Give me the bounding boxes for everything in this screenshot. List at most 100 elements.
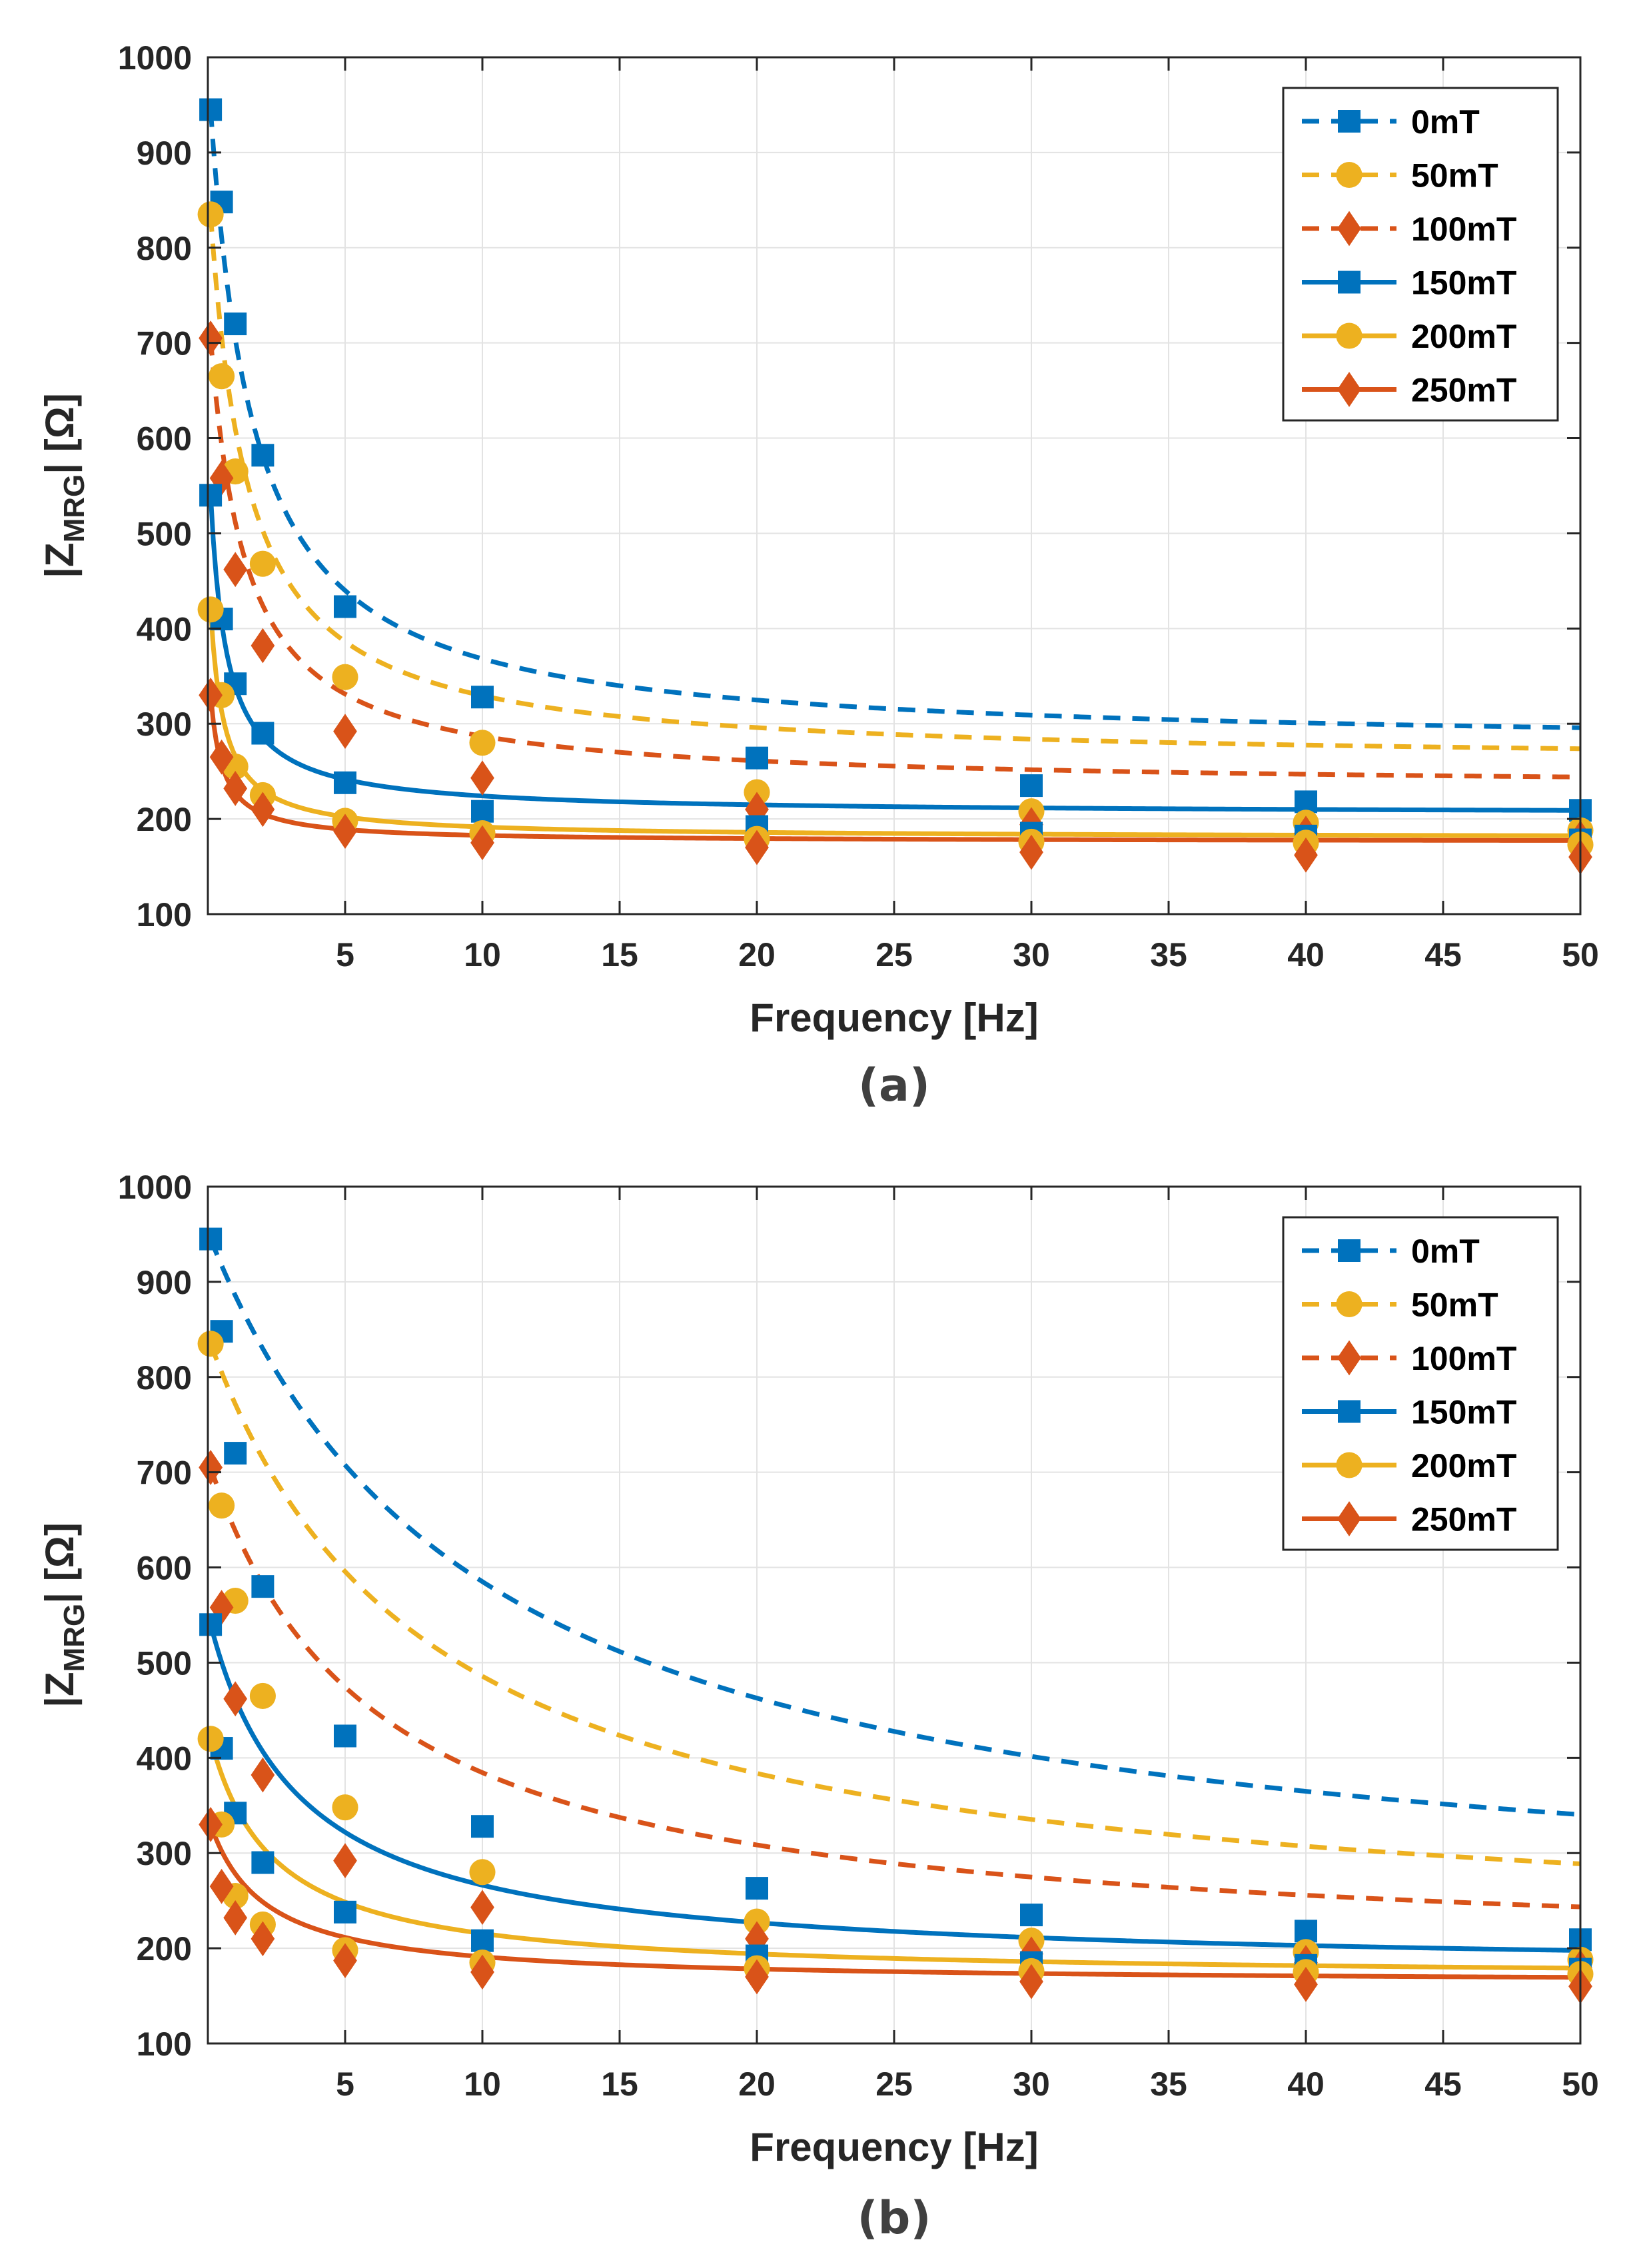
x-tick-label: 45: [1424, 2065, 1462, 2103]
data-point-50mT: [249, 1682, 276, 1710]
legend-marker-250mT: [1337, 372, 1361, 407]
data-point-200mT: [197, 596, 224, 623]
legend-entry-200mT: 200mT: [1411, 318, 1516, 355]
data-point-50mT: [249, 550, 276, 577]
legend-marker-200mT: [1336, 1452, 1363, 1478]
data-point-50mT: [332, 1794, 358, 1821]
y-axis-label-main: |Z: [37, 542, 83, 578]
data-point-150mT: [471, 1929, 494, 1952]
x-tick-label: 40: [1287, 936, 1325, 973]
data-point-0mT: [746, 746, 768, 770]
data-point-0mT: [471, 1815, 494, 1838]
legend-entry-150mT: 150mT: [1411, 1394, 1516, 1431]
x-tick-label: 45: [1424, 936, 1462, 973]
data-point-250mT: [1294, 838, 1318, 873]
data-point-250mT: [745, 830, 769, 865]
data-point-100mT: [199, 320, 223, 356]
x-tick-label: 40: [1287, 2065, 1325, 2103]
data-point-250mT: [333, 1943, 357, 1979]
data-point-0mT: [334, 1724, 356, 1748]
legend-entry-250mT: 250mT: [1411, 372, 1516, 409]
data-point-100mT: [199, 1450, 223, 1485]
data-point-250mT: [223, 1900, 248, 1936]
x-tick-label: 15: [601, 936, 638, 973]
data-point-100mT: [470, 1890, 494, 1926]
data-point-0mT: [1295, 790, 1317, 814]
legend-entry-0mT: 0mT: [1411, 103, 1480, 141]
y-tick-label: 700: [137, 325, 192, 362]
legend-marker-0mT: [1338, 1239, 1361, 1262]
x-axis-label: Frequency [Hz]: [750, 995, 1038, 1040]
panel-label: (b): [857, 2192, 931, 2245]
fit-line-50mT: [208, 1343, 1580, 1866]
data-point-100mT: [223, 1681, 248, 1717]
data-point-250mT: [1294, 1967, 1318, 2002]
y-axis-label-subscript: MRG: [58, 474, 91, 543]
data-point-0mT: [746, 1877, 768, 1900]
y-tick-label: 500: [137, 515, 192, 552]
data-point-100mT: [333, 1843, 357, 1879]
data-point-0mT: [334, 595, 356, 618]
y-tick-label: 200: [137, 1930, 192, 1968]
fit-line-100mT: [208, 1466, 1580, 1910]
y-tick-label: 300: [137, 1835, 192, 1872]
data-point-250mT: [223, 771, 248, 806]
y-tick-label: 300: [137, 706, 192, 743]
data-point-150mT: [251, 1851, 274, 1874]
data-point-50mT: [197, 201, 224, 228]
x-tick-label: 5: [336, 2065, 354, 2103]
y-tick-label: 400: [137, 1740, 192, 1777]
x-tick-label: 50: [1562, 936, 1599, 973]
legend-marker-50mT: [1336, 1291, 1363, 1318]
legend: 0mT 50mT 100mT 150mT 200mT 250mT: [1282, 87, 1559, 422]
x-tick-label: 35: [1150, 2065, 1187, 2103]
legend-entry-50mT: 50mT: [1411, 1287, 1498, 1324]
data-point-250mT: [1019, 834, 1043, 870]
y-tick-label: 200: [137, 801, 192, 838]
data-point-50mT: [209, 1492, 235, 1519]
x-tick-label: 5: [336, 936, 354, 973]
data-point-0mT: [471, 686, 494, 709]
fit-curves: [208, 1238, 1580, 1980]
data-point-150mT: [199, 1613, 223, 1636]
legend-marker-100mT: [1337, 211, 1361, 247]
legend-marker-150mT: [1338, 271, 1361, 294]
y-axis-label-unit: | [Ω]: [37, 393, 83, 474]
y-tick-label: 900: [137, 1264, 192, 1301]
fit-line-200mT: [208, 609, 1580, 838]
data-point-250mT: [470, 1954, 494, 1990]
x-tick-label: 25: [875, 936, 913, 973]
y-tick-label: 100: [137, 2025, 192, 2063]
data-point-100mT: [745, 792, 769, 828]
data-point-0mT: [251, 444, 274, 467]
data-point-250mT: [333, 814, 357, 850]
x-tick-label: 35: [1150, 936, 1187, 973]
x-tick-label: 15: [601, 2065, 638, 2103]
y-tick-label: 600: [137, 1550, 192, 1587]
data-point-100mT: [223, 552, 248, 588]
fit-line-250mT: [208, 695, 1580, 843]
data-point-250mT: [470, 825, 494, 861]
legend-marker-50mT: [1336, 161, 1363, 189]
data-point-50mT: [469, 1859, 496, 1886]
data-point-0mT: [199, 1227, 223, 1251]
data-markers: [197, 1227, 1594, 2004]
data-point-100mT: [251, 628, 275, 664]
fit-line-150mT: [208, 495, 1580, 813]
data-point-100mT: [251, 1757, 275, 1793]
y-tick-label: 500: [137, 1644, 192, 1682]
data-point-250mT: [209, 739, 234, 775]
legend-marker-100mT: [1337, 1340, 1361, 1376]
fit-curves: [208, 109, 1580, 843]
data-point-250mT: [209, 1868, 234, 1904]
data-point-50mT: [197, 1331, 224, 1357]
legend-entry-150mT: 150mT: [1411, 265, 1516, 302]
y-tick-label: 600: [137, 420, 192, 458]
data-point-100mT: [209, 460, 234, 496]
x-tick-label: 10: [464, 936, 501, 973]
y-tick-label: 800: [137, 230, 192, 267]
legend-entry-50mT: 50mT: [1411, 157, 1498, 195]
data-point-250mT: [199, 1807, 223, 1842]
data-point-0mT: [251, 1575, 274, 1598]
y-tick-label: 900: [137, 135, 192, 172]
